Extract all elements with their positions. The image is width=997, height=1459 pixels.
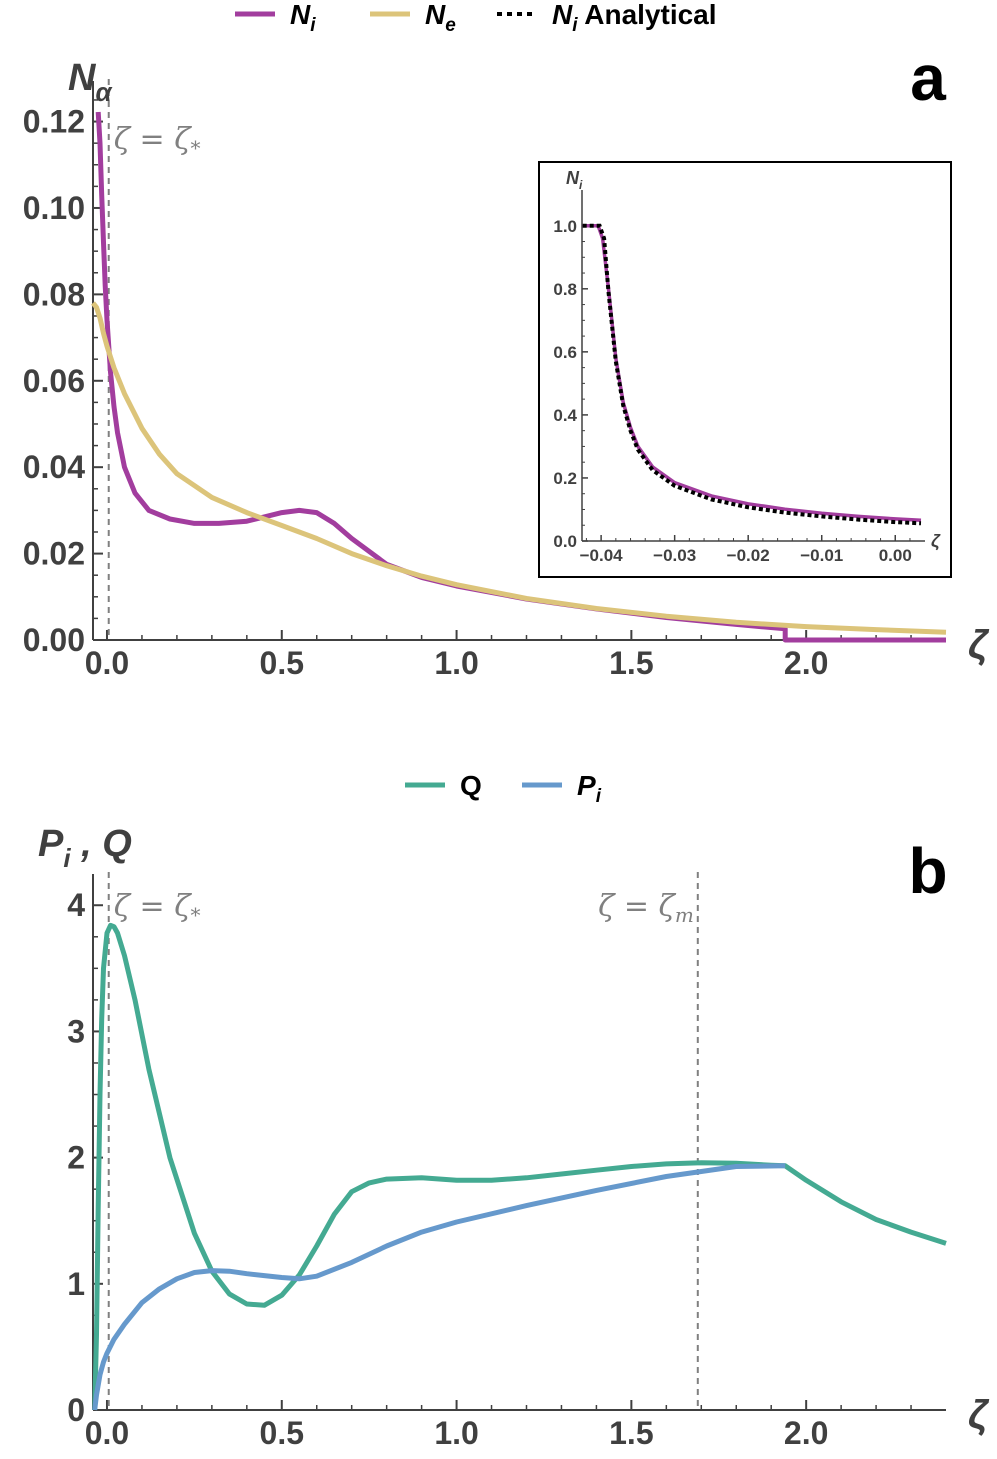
inset-y-axis-title-main: N [566, 168, 580, 188]
legend: Q Pi [405, 770, 602, 807]
inset-x-tick-label: 0.00 [879, 546, 912, 565]
x-tick-label: 0.0 [85, 645, 129, 681]
x-tick-label: 2.0 [784, 1415, 828, 1451]
x-tick-label: 1.5 [609, 645, 653, 681]
series-line-Pi [92, 1163, 786, 1411]
legend-item-Ne: Ne [370, 0, 456, 36]
legend-label-Ni: Ni [290, 0, 316, 36]
y-tick-label: 0.00 [23, 622, 85, 658]
y-axis-title-main: P [38, 823, 64, 865]
x-tick-label: 0.0 [85, 1415, 129, 1451]
inset-y-tick-label: 0.0 [553, 532, 577, 551]
reference-line-label: ζ = ζm [598, 889, 694, 927]
x-axis-title: ζ [968, 623, 990, 667]
legend-label-main: N [425, 0, 446, 30]
reference-line-label-main: ζ = ζ [114, 889, 192, 924]
legend-label-sub: i [572, 15, 578, 36]
series-line-Ne [91, 301, 947, 635]
x-tick-label: 1.5 [609, 1415, 653, 1451]
inset-x-tick-label: −0.04 [580, 546, 624, 565]
inset-y-tick-label: 0.6 [553, 343, 577, 362]
inset-y-axis-title-sub: i [579, 178, 583, 192]
y-axis-title: Nα [68, 57, 113, 107]
panel-label: a [910, 42, 946, 114]
y-tick-label: 3 [67, 1013, 85, 1049]
y-axis-title-suffix: , Q [71, 823, 132, 865]
inset-x-axis-title: ζ [931, 531, 941, 552]
legend-label-sub: e [445, 15, 456, 36]
legend-label-sub: i [310, 15, 316, 36]
x-tick-label: 0.5 [260, 645, 304, 681]
inset-y-tick-label: 0.8 [553, 280, 577, 299]
legend-item-Q: Q [405, 770, 482, 801]
legend-item-Pi: Pi [522, 770, 602, 807]
y-axis-title-main: N [68, 57, 97, 99]
inset-y-tick-label: 1.0 [553, 217, 577, 236]
y-axis-title: Pi , Q [38, 823, 132, 873]
reference-line-label: ζ = ζ* [114, 889, 201, 927]
y-axis-title-sub: i [63, 843, 71, 873]
legend-item-Ni: Ni [235, 0, 316, 36]
legend-label-main: N [290, 0, 311, 30]
inset-y-axis-title: Ni [566, 168, 583, 192]
x-tick-label: 1.0 [434, 1415, 478, 1451]
inset-y-tick-label: 0.2 [553, 469, 577, 488]
inset-x-tick-label: −0.01 [800, 546, 843, 565]
panel-a-chart: 0.0 0.5 1.0 1.5 2.0 0.00 0.02 0.04 0.06 0.08 0.10 0… [23, 0, 990, 681]
x-axis-title: ζ [968, 1393, 990, 1437]
y-axis-title-sub: α [95, 77, 113, 107]
inset-y-tick-label: 0.4 [553, 406, 577, 425]
y-tick-label: 2 [67, 1140, 85, 1176]
legend-label-suffix: Analytical [578, 0, 717, 30]
y-tick-label: 0.02 [23, 536, 85, 572]
y-tick-label: 0.04 [23, 449, 85, 485]
x-tick-label: 2.0 [784, 645, 828, 681]
panel-a-inset-chart: −0.04 −0.03 −0.02 −0.01 0.00 0.0 0.2 0.4 0.6 0.8 1… [538, 161, 952, 578]
legend-label-Ne: Ne [425, 0, 456, 36]
inset-x-tick-label: −0.02 [727, 546, 770, 565]
reference-line-label-main: ζ = ζ [598, 889, 676, 924]
reference-line-label: ζ = ζ* [114, 122, 201, 160]
legend-label-main: P [577, 770, 596, 801]
panel-label: b [908, 835, 947, 907]
legend-label-main: N [552, 0, 573, 30]
legend-label-sub: i [596, 786, 602, 807]
y-tick-label: 0.08 [23, 276, 85, 312]
inset-x-tick-label: −0.03 [653, 546, 696, 565]
y-tick-label: 1 [67, 1266, 85, 1302]
reference-line-label-sub: * [190, 903, 200, 927]
legend-label-analytical: Ni Analytical [552, 0, 717, 36]
inset-series-line-analytical [582, 223, 922, 526]
legend-label-Q: Q [460, 770, 482, 801]
reference-line-label-main: ζ = ζ [114, 122, 192, 157]
y-tick-label: 0.12 [23, 104, 85, 140]
x-tick-label: 0.5 [260, 1415, 304, 1451]
x-tick-label: 1.0 [434, 645, 478, 681]
y-tick-label: 4 [67, 887, 85, 923]
reference-line-label-sub: m [675, 903, 694, 927]
legend-label-main: Q [460, 770, 482, 801]
series-line-Q [92, 922, 947, 1411]
y-tick-label: 0.10 [23, 190, 85, 226]
legend-label-Pi: Pi [577, 770, 602, 807]
legend: Ni Ne Ni Analytical [235, 0, 717, 36]
reference-line-label-sub: * [190, 136, 200, 160]
y-tick-label: 0 [67, 1392, 85, 1428]
y-tick-label: 0.06 [23, 363, 85, 399]
legend-item-analytical: Ni Analytical [497, 0, 717, 36]
